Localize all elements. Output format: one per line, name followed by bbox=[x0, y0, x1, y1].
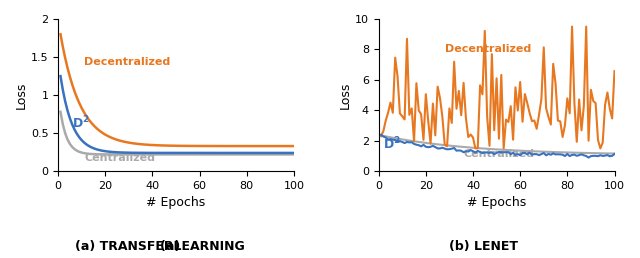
Text: $\mathbf{D^2}$: $\mathbf{D^2}$ bbox=[383, 135, 401, 152]
Text: (a): (a) bbox=[160, 240, 184, 253]
Text: Decentralized: Decentralized bbox=[84, 57, 170, 67]
X-axis label: # Epochs: # Epochs bbox=[467, 196, 526, 209]
X-axis label: # Epochs: # Epochs bbox=[147, 196, 205, 209]
Text: $\mathbf{D^2}$: $\mathbf{D^2}$ bbox=[72, 115, 90, 132]
Text: Decentralized: Decentralized bbox=[445, 44, 531, 54]
Text: (a) TRANSFERLEARNING: (a) TRANSFERLEARNING bbox=[75, 240, 245, 253]
Text: Centralized: Centralized bbox=[463, 149, 534, 159]
Y-axis label: Loss: Loss bbox=[339, 82, 352, 109]
Y-axis label: Loss: Loss bbox=[15, 82, 28, 109]
Text: Centralized: Centralized bbox=[84, 152, 155, 163]
Text: (b) LENET: (b) LENET bbox=[449, 240, 518, 253]
